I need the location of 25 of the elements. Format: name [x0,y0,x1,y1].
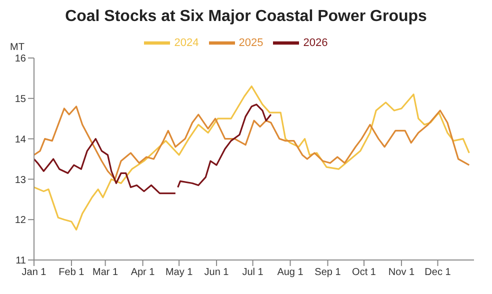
y-tick-label: 12 [14,215,26,226]
chart-title: Coal Stocks at Six Major Coastal Power Groups [64,8,428,27]
line-series [34,106,470,180]
x-tick-label: Feb 1 [58,267,85,278]
x-tick-label: Jan 1 [22,267,47,278]
y-tick-label: 14 [14,134,26,146]
legend-label: 2025 [238,36,264,49]
legend-label: 2026 [303,36,328,49]
x-tick-label: Sep 1 [314,267,342,278]
x-tick-label: Dec 1 [424,267,452,278]
x-tick-label: Jun 1 [204,267,230,278]
x-tick-label: Aug 1 [277,267,304,278]
y-tick-label: 15 [14,94,26,105]
x-tick-label: Apr 1 [130,267,156,278]
x-tick-label: May 1 [165,267,194,278]
y-tick-label: 11 [16,256,26,267]
line-series [34,85,470,230]
y-axis-title: MT [10,42,24,53]
x-tick-label: Mar 1 [92,267,119,278]
y-tick-label: 16 [14,54,26,65]
x-tick-label: Jul 1 [242,267,264,278]
legend-label: 2024 [174,36,199,49]
x-tick-label: Nov 1 [388,267,415,278]
y-tick-label: 13 [14,174,26,186]
x-tick-label: Oct 1 [352,267,376,278]
